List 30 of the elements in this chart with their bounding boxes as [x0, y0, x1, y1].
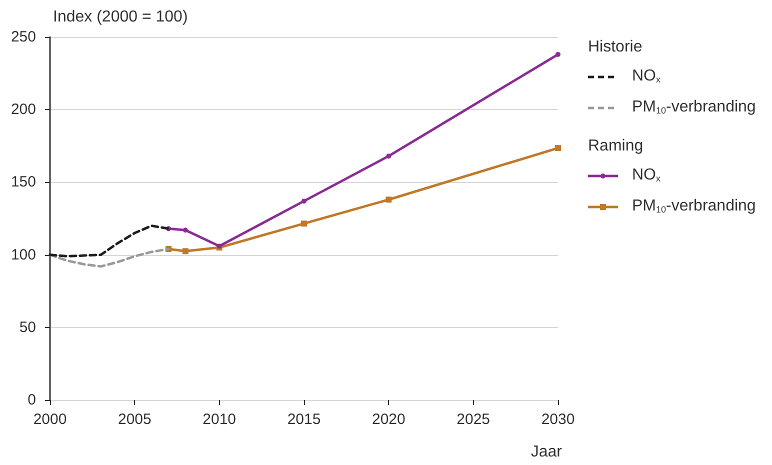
text: Raming [588, 138, 644, 154]
point [301, 220, 307, 227]
y-axis-title: Index (2000 = 100) [53, 8, 188, 26]
x-tick-label: 2010 [202, 411, 236, 428]
legend-label: NOx [632, 166, 661, 184]
x-axis-title: Jaar [530, 444, 563, 460]
legend-label: PM10-verbranding [632, 198, 756, 214]
y-tick-label: 100 [10, 246, 36, 264]
y-tick-label: 200 [10, 101, 36, 118]
x-tick-label: 2005 [118, 411, 152, 428]
x-tick-label: 2015 [287, 411, 321, 428]
legend-label: PM10-verbranding [632, 98, 756, 116]
text: Historie [588, 38, 642, 56]
point [182, 228, 188, 233]
point [556, 52, 560, 57]
x-tick-label: 2000 [33, 411, 67, 428]
point [386, 154, 392, 159]
line-series [48, 224, 170, 258]
point [386, 196, 392, 203]
y-tick-label: 150 [10, 174, 36, 191]
legend-label: NOx [632, 68, 661, 84]
x-tick-label: 2030 [541, 411, 575, 428]
point [182, 248, 188, 254]
x-tick-label: 2025 [456, 411, 490, 428]
y-tick-label: 250 [10, 28, 36, 46]
point [302, 198, 306, 204]
y-tick-label: 0 [28, 392, 36, 408]
y-tick-label: 50 [19, 318, 36, 336]
x-tick-label: 2020 [372, 411, 406, 428]
point [555, 145, 561, 152]
